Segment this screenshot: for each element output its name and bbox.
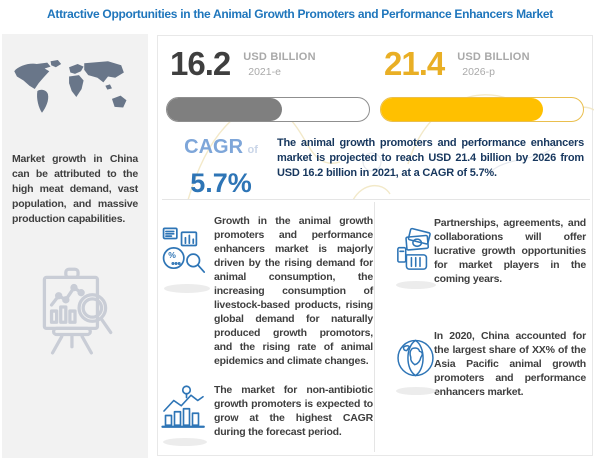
sidebar-caption: Market growth in China can be attributed… [12, 153, 138, 225]
page-title: Attractive Opportunities in the Animal G… [47, 7, 553, 21]
horizontal-divider [162, 199, 590, 200]
stat-2026: 21.4 USD BILLION 2026-p [384, 46, 530, 82]
growth-bars-magnifier-icon [161, 385, 205, 428]
stat-2021-value: 16.2 [170, 45, 231, 82]
cagr-connector: of [247, 144, 258, 156]
progress-fill-2021 [167, 98, 283, 121]
icon-shadow [163, 438, 207, 446]
insight-drivers: Growth in the animal growth promoters an… [214, 215, 373, 367]
stat-2026-value: 21.4 [384, 45, 445, 82]
globe-icon [397, 339, 434, 377]
presentation-analysis-icon [42, 267, 113, 355]
progress-fill-2026 [381, 98, 543, 121]
insight-partnerships: Partnerships, agreements, and collaborat… [434, 217, 586, 285]
stat-2021: 16.2 USD BILLION 2021-e [170, 46, 316, 82]
insight-non-antibiotic: The market for non-antibiotic growth pro… [214, 384, 373, 438]
world-map-image [14, 59, 127, 113]
cagr-block: CAGR of 5.7% [168, 136, 274, 199]
stat-2026-unit: USD BILLION [457, 51, 530, 63]
icon-shadow [396, 387, 436, 395]
svg-text:%: % [168, 250, 176, 260]
stat-2026-year: 2026-p [462, 66, 495, 78]
stat-2021-year: 2021-e [248, 66, 281, 78]
sidebar: Market growth in China can be attributed… [2, 34, 148, 458]
progress-bar-2026 [380, 97, 584, 122]
cagr-label: CAGR [184, 136, 244, 158]
icon-shadow [164, 284, 210, 293]
main-panel: 16.2 USD BILLION 2021-e 21.4 USD BILLION… [157, 35, 594, 456]
progress-bar-2021 [166, 97, 370, 122]
insight-china-share: In 2020, China accounted for the largest… [434, 330, 586, 398]
icon-shadow [396, 281, 436, 289]
stat-2021-unit: USD BILLION [243, 51, 316, 63]
market-analysis-icon: % [162, 227, 206, 273]
vertical-divider [374, 202, 375, 452]
cagr-value: 5.7% [190, 168, 252, 198]
money-hand-icon [397, 227, 431, 270]
market-summary: The animal growth promoters and performa… [277, 137, 584, 179]
